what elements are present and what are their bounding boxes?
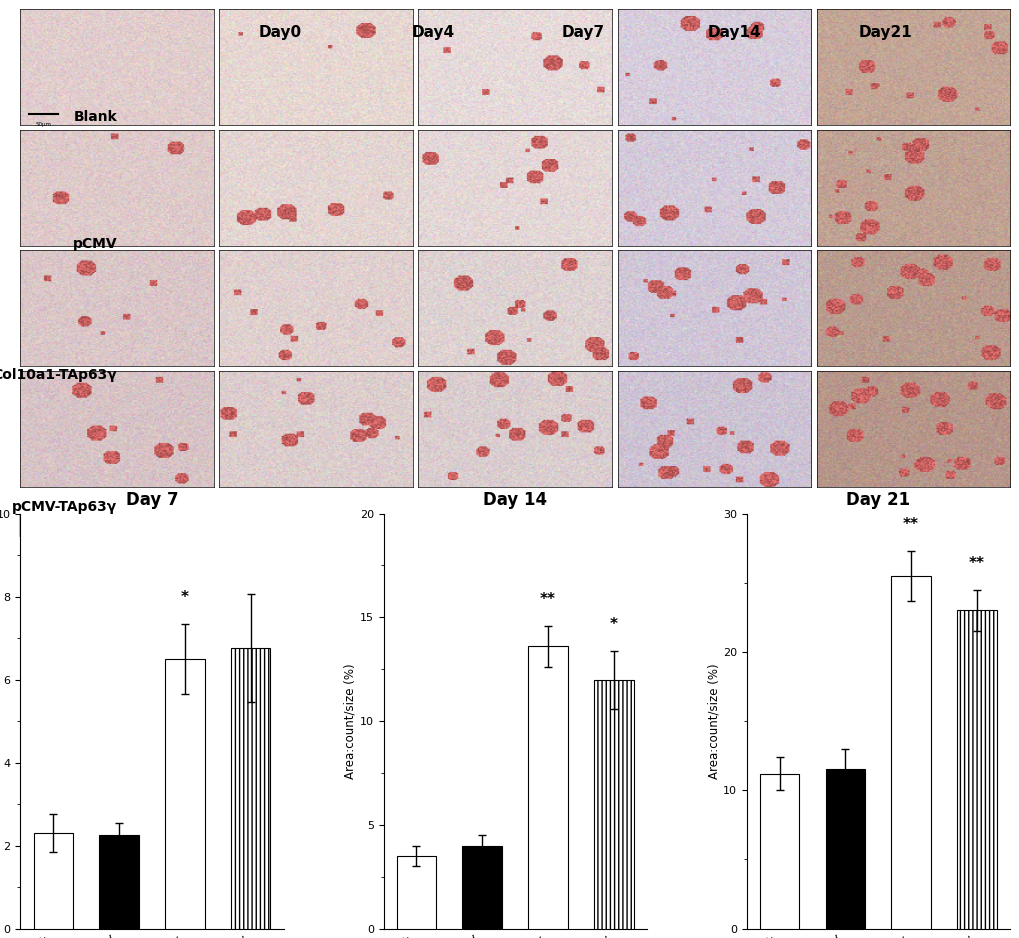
Bar <box>230 648 270 929</box>
Text: pCMV: pCMV <box>72 237 117 250</box>
Title: Day 14: Day 14 <box>483 492 546 509</box>
Bar <box>34 833 73 929</box>
Text: **: ** <box>968 556 984 571</box>
Text: Day21: Day21 <box>858 25 911 40</box>
Bar <box>165 658 205 929</box>
Text: Blank: Blank <box>73 111 117 124</box>
Bar <box>593 679 633 929</box>
Text: Day4: Day4 <box>412 25 454 40</box>
Bar <box>956 611 996 929</box>
Y-axis label: Area:count/size (%): Area:count/size (%) <box>343 663 357 779</box>
Bar <box>824 769 864 929</box>
Text: B: B <box>16 514 40 543</box>
Bar <box>462 845 501 929</box>
Text: A: A <box>25 19 49 48</box>
Text: Day0: Day0 <box>259 25 302 40</box>
Text: *: * <box>609 617 618 632</box>
Bar <box>528 646 568 929</box>
Bar <box>396 856 436 929</box>
Text: Day7: Day7 <box>561 25 604 40</box>
Text: **: ** <box>539 592 555 607</box>
Text: 50μm: 50μm <box>36 122 51 128</box>
Title: Day 7: Day 7 <box>125 492 178 509</box>
Bar <box>99 835 139 929</box>
Bar <box>891 576 930 929</box>
Text: Col10a1-TAp63γ: Col10a1-TAp63γ <box>0 369 117 382</box>
Text: **: ** <box>902 517 918 532</box>
Text: *: * <box>180 590 189 605</box>
Title: Day 21: Day 21 <box>846 492 909 509</box>
Y-axis label: Area:count/size (%): Area:count/size (%) <box>706 663 719 779</box>
Text: Day14: Day14 <box>707 25 760 40</box>
Bar <box>759 774 799 929</box>
Text: pCMV-TAp63γ: pCMV-TAp63γ <box>12 500 117 513</box>
